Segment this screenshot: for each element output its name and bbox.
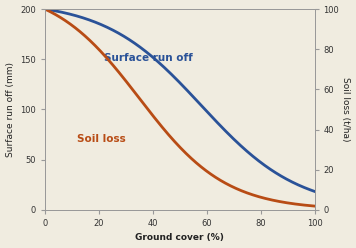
Y-axis label: Surface run off (mm): Surface run off (mm) (6, 62, 15, 157)
Y-axis label: Soil loss (t/ha): Soil loss (t/ha) (341, 77, 350, 142)
Text: Soil loss: Soil loss (77, 134, 126, 144)
Text: Surface run off: Surface run off (104, 53, 193, 63)
X-axis label: Ground cover (%): Ground cover (%) (135, 233, 224, 243)
